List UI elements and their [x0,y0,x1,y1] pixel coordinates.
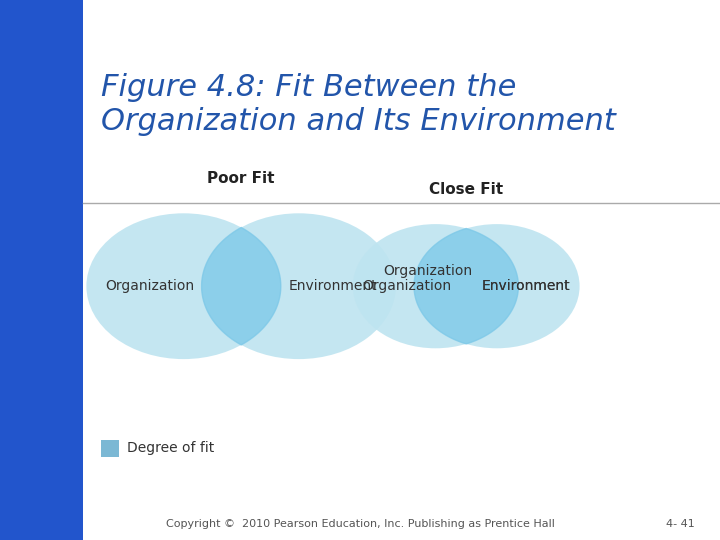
Text: Organization: Organization [362,279,451,293]
Circle shape [86,213,281,359]
Text: Copyright ©  2010 Pearson Education, Inc. Publishing as Prentice Hall: Copyright © 2010 Pearson Education, Inc.… [166,519,554,529]
Text: Figure 4.8: Fit Between the
Organization and Its Environment: Figure 4.8: Fit Between the Organization… [101,73,616,136]
Text: Environment: Environment [482,279,570,293]
FancyBboxPatch shape [0,0,83,540]
Text: Organization: Organization [383,264,472,278]
Text: Environment: Environment [482,279,570,293]
Text: Environment: Environment [289,279,377,293]
Text: Poor Fit: Poor Fit [207,171,275,186]
Text: Degree of fit: Degree of fit [127,441,215,455]
Circle shape [353,224,518,348]
Polygon shape [414,228,518,344]
Text: 4- 41: 4- 41 [666,519,695,529]
FancyBboxPatch shape [101,440,119,457]
Text: Close Fit: Close Fit [429,182,503,197]
Circle shape [202,213,396,359]
Circle shape [414,224,580,348]
Text: Organization: Organization [105,279,194,293]
Polygon shape [202,227,281,345]
